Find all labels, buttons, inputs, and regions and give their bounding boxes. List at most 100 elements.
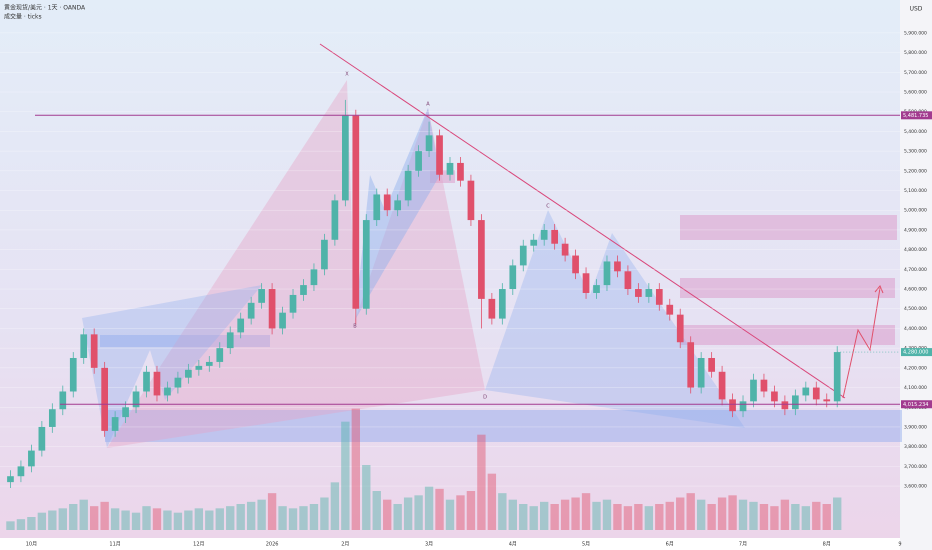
volume-bar	[37, 512, 47, 530]
candle-body	[383, 194, 391, 211]
candle-body	[676, 314, 684, 343]
candle-body	[80, 334, 88, 358]
volume-bar	[100, 501, 109, 530]
candle-body	[425, 135, 433, 152]
candle-body	[739, 401, 747, 412]
volume-bar	[163, 510, 172, 530]
x-tick-label: 6月	[666, 542, 674, 548]
candle-body	[802, 387, 810, 396]
volume-bar	[58, 508, 67, 530]
harmonic-pattern	[485, 210, 745, 428]
y-tick-label: 4,100.000	[904, 385, 927, 391]
zone	[680, 215, 897, 240]
y-tick-label: 3,900.000	[904, 424, 927, 430]
candle-body	[195, 365, 203, 370]
candle-body	[519, 245, 527, 266]
last-price-label: 4,280.000	[903, 350, 928, 356]
x-tick-label: 2月	[341, 542, 349, 548]
candle-body	[812, 387, 820, 400]
volume-bar	[749, 501, 758, 530]
volume-title: 成交量 · ticks	[4, 13, 42, 21]
pattern-label: A	[426, 102, 430, 108]
y-tick-label: 5,100.000	[904, 188, 927, 194]
candle-body	[7, 476, 14, 483]
volume-bar	[383, 499, 392, 530]
candle-body	[59, 391, 67, 410]
volume-bar	[320, 497, 329, 530]
candle-body	[760, 379, 768, 392]
volume-bar	[487, 473, 497, 530]
volume-bar	[69, 504, 78, 530]
volume-bar	[445, 499, 455, 530]
candle-body	[279, 312, 286, 329]
volume-bar	[770, 506, 779, 530]
volume-bar	[686, 493, 695, 530]
candle-body	[111, 417, 119, 431]
volume-bar	[6, 521, 15, 530]
candle-body	[247, 302, 255, 319]
volume-bar	[194, 508, 204, 530]
candle-body	[708, 357, 715, 372]
volume-bar	[288, 508, 298, 530]
y-tick-label: 5,700.000	[904, 70, 927, 76]
x-tick-label: 10月	[26, 542, 37, 548]
volume-bar	[634, 504, 643, 530]
volume-bar	[309, 504, 319, 530]
volume-bar	[79, 499, 88, 530]
candle-body	[792, 395, 799, 410]
candle-body	[373, 194, 381, 221]
volume-bar	[540, 501, 549, 530]
harmonic-pattern	[82, 285, 262, 448]
last-price-tag	[901, 348, 932, 357]
currency: USD	[910, 6, 923, 13]
candle-body	[561, 243, 569, 256]
volume-bar	[424, 486, 434, 530]
y-tick-label: 5,800.000	[904, 50, 927, 56]
volume-bar	[110, 508, 120, 530]
candle-body	[666, 304, 674, 315]
candle-body	[17, 466, 25, 477]
volume-bar	[581, 493, 591, 530]
x-tick-label: 3月	[425, 542, 433, 548]
y-tick-label: 5,200.000	[904, 168, 927, 174]
candle-body	[645, 289, 653, 297]
volume-bar	[215, 508, 224, 530]
level-label: 5,481.735	[903, 113, 928, 119]
candle-body	[446, 162, 454, 175]
candle-body	[687, 342, 695, 388]
x-tick-label: 12月	[193, 542, 204, 548]
zone	[105, 410, 902, 442]
candle-body	[300, 285, 307, 295]
candle-body	[551, 229, 558, 244]
candle-body	[174, 377, 182, 388]
volume-bar	[16, 519, 26, 530]
volume-bar	[655, 504, 664, 530]
candle-body	[404, 170, 412, 201]
candle-body	[750, 379, 757, 402]
candle-body	[342, 115, 349, 201]
candle-body	[582, 273, 590, 293]
candle-body	[122, 407, 129, 418]
volume-bar	[90, 506, 99, 530]
volume-bar	[456, 495, 465, 530]
volume-bar	[717, 497, 727, 530]
candle-body	[498, 289, 506, 319]
y-tick-label: 4,200.000	[904, 365, 927, 371]
volume-bar	[707, 504, 716, 530]
candle-body	[48, 409, 56, 427]
volume-bar	[498, 493, 507, 530]
volume-bar	[184, 510, 193, 530]
candle-body	[321, 239, 328, 270]
candle-body	[415, 151, 422, 171]
y-tick-label: 4,800.000	[904, 247, 927, 253]
candle-body	[488, 298, 496, 319]
candle-body	[394, 200, 402, 211]
candle-body	[614, 261, 621, 272]
candle-body	[509, 265, 517, 290]
candle-body	[289, 294, 297, 313]
candle-body	[90, 334, 98, 368]
volume-bar	[121, 510, 130, 530]
y-tick-label: 3,700.000	[904, 464, 927, 470]
volume-bar	[173, 512, 183, 530]
volume-bar	[341, 421, 350, 530]
